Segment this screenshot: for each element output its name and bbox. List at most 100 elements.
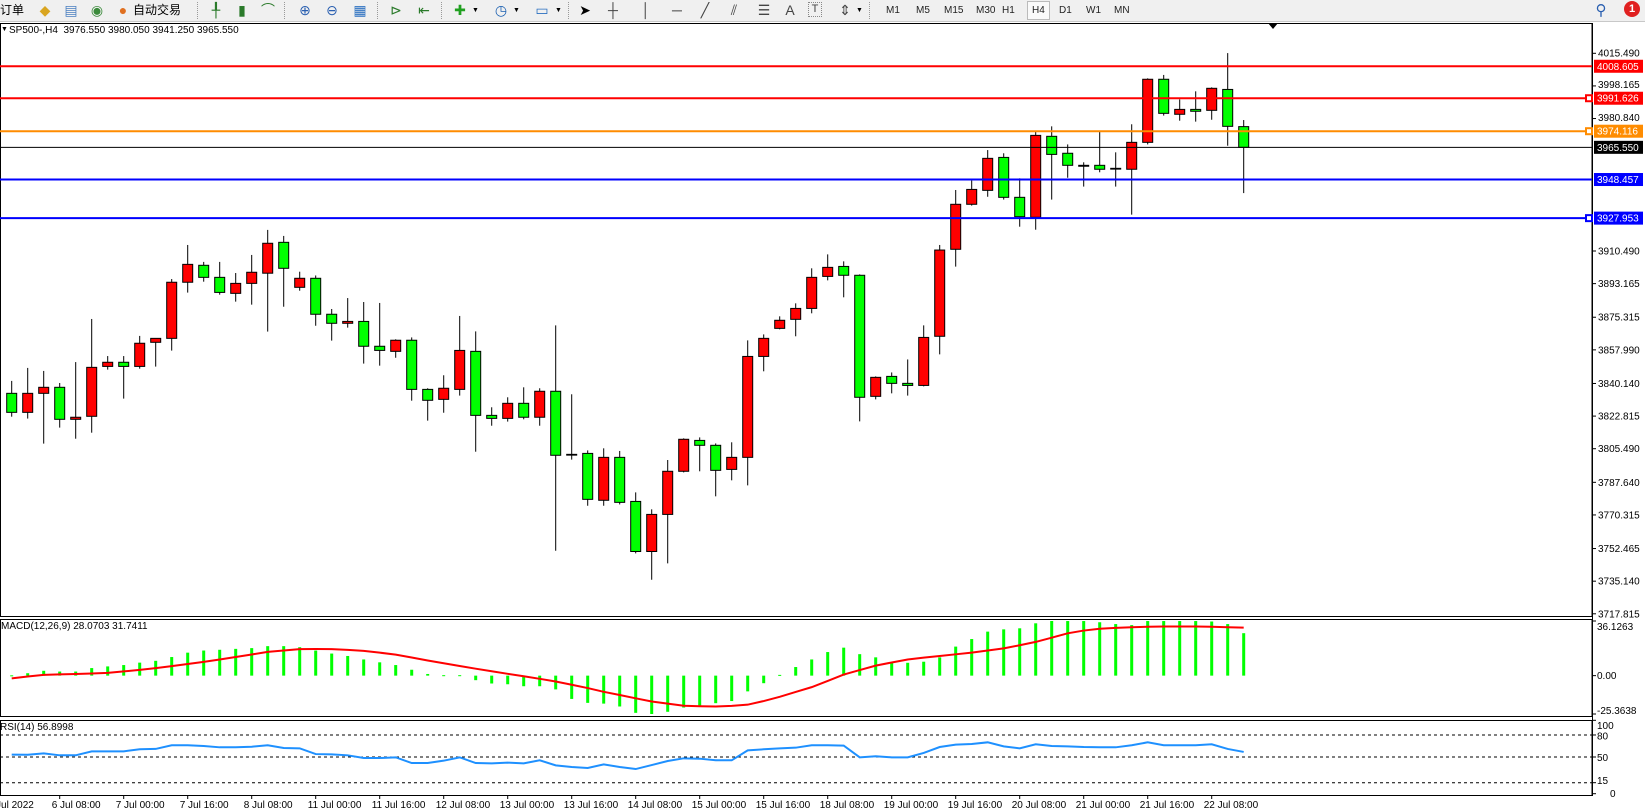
chevron-down-icon[interactable]: ▼ (555, 7, 562, 14)
candle (998, 153, 1010, 200)
bearish-candle-body (198, 264, 210, 278)
macd-histogram-bar (1082, 621, 1086, 676)
candle (742, 340, 754, 486)
macd-histogram-bar (378, 662, 382, 676)
chevron-down-icon[interactable]: ▼ (856, 7, 863, 14)
tile-windows-icon[interactable]: ▦ (353, 2, 367, 18)
crosshair-icon[interactable]: ┼ (608, 2, 618, 18)
zoom-in-icon[interactable]: ⊕ (299, 2, 311, 18)
candle (342, 298, 354, 328)
indicators-icon[interactable]: ✚ (454, 2, 466, 18)
timeframe-m1[interactable]: M1 (886, 5, 900, 16)
templates-icon[interactable]: ▭ (535, 2, 549, 18)
autotrade-button[interactable]: 自动交易 (133, 3, 182, 17)
bullish-candle-body (246, 271, 258, 284)
vertical-line-icon[interactable]: │ (641, 2, 651, 18)
bar-chart-icon[interactable]: ╀ (211, 2, 221, 18)
arrows-icon[interactable]: ⇕ (839, 2, 851, 18)
candle (406, 337, 418, 401)
macd-histogram-bar (266, 646, 270, 676)
macd-histogram-bar (122, 665, 126, 676)
candle (1014, 178, 1026, 227)
chart-menu-triangle-icon[interactable]: ▼ (1, 26, 8, 33)
timeframe-d1[interactable]: D1 (1059, 5, 1072, 16)
timeframe-h1[interactable]: H1 (1002, 5, 1015, 16)
candle (118, 356, 130, 399)
timeframe-w1[interactable]: W1 (1086, 5, 1101, 16)
macd-histogram-bar (1210, 621, 1214, 676)
chevron-down-icon[interactable]: ▼ (513, 7, 520, 14)
bearish-candle-body (118, 361, 130, 367)
candle (214, 261, 226, 295)
price-tag-bg (1594, 59, 1643, 73)
macd-histogram-bar (1034, 623, 1038, 676)
market-watch-icon[interactable]: ◆ (39, 2, 51, 18)
text-tool-icon[interactable]: A (785, 2, 795, 18)
candle (390, 339, 402, 358)
toolbar-separator (441, 2, 443, 19)
candle (886, 372, 898, 394)
timeframe-m30[interactable]: M30 (976, 5, 996, 16)
fibonacci-icon[interactable]: ☰ (757, 2, 771, 18)
candle (22, 367, 34, 419)
macd-histogram-bar (986, 631, 990, 676)
zoom-out-icon[interactable]: ⊖ (326, 2, 338, 18)
macd-histogram-bar (1146, 621, 1150, 676)
price-tick-label: 3840.140 (1598, 379, 1640, 390)
chart-shift-icon[interactable]: ⊳ (390, 2, 402, 18)
price-tag-label: 3948.457 (1597, 175, 1639, 186)
chart-symbol: SP500-,H4 (9, 25, 58, 36)
macd-histogram-bar (570, 675, 574, 699)
candle (422, 388, 434, 421)
macd-histogram-bar (1194, 621, 1198, 676)
chart-title: SP500-,H4 3976.550 3980.050 3941.250 396… (9, 25, 239, 36)
horizontal-line-icon[interactable]: ─ (672, 2, 682, 18)
macd-histogram-bar (650, 675, 654, 714)
search-icon[interactable]: ⚲ (1595, 2, 1607, 19)
macd-histogram-bar (1242, 633, 1246, 676)
timeframe-h4[interactable]: H4 (1027, 1, 1050, 20)
bearish-candle-body (566, 453, 578, 456)
candle (550, 325, 562, 551)
price-tick-label: 3998.165 (1598, 80, 1640, 91)
bullish-candle-body (182, 263, 194, 283)
bullish-candle-body (918, 336, 930, 386)
line-chart-icon[interactable]: ⌒ (261, 2, 275, 18)
bearish-candle-body (470, 350, 482, 416)
macd-histogram-bar (506, 675, 510, 685)
autoscroll-icon[interactable]: ⇤ (418, 2, 430, 18)
trendline-icon[interactable]: ╱ (700, 2, 710, 18)
bullish-candle-body (662, 470, 674, 515)
candle (6, 380, 18, 417)
bearish-candle-body (518, 402, 530, 418)
autotrade-icon[interactable]: ● (118, 2, 128, 18)
bearish-candle-body (886, 375, 898, 384)
candle (454, 315, 466, 396)
time-tick-label: 18 Jul 08:00 (820, 800, 875, 810)
macd-histogram-bar (858, 654, 862, 676)
cursor-icon[interactable]: ➤ (579, 2, 591, 18)
signals-antenna-icon[interactable]: ◉ (90, 2, 104, 18)
candle (182, 244, 194, 293)
timeframe-mn[interactable]: MN (1114, 5, 1130, 16)
new-order-button[interactable]: 订单 (0, 3, 25, 17)
candlestick-chart-icon[interactable]: ▮ (238, 2, 246, 18)
timeframe-m15[interactable]: M15 (944, 5, 964, 16)
channel-icon[interactable]: ⫽ (730, 2, 738, 18)
toolbar-separator (197, 2, 199, 19)
macd-histogram-bar (490, 675, 494, 684)
candle (326, 308, 338, 341)
candle (678, 438, 690, 473)
text-label-tool-icon[interactable]: T (808, 2, 822, 17)
macd-histogram-bar (762, 675, 766, 684)
rsi-line (11, 741, 1244, 771)
periods-clock-icon[interactable]: ◷ (494, 2, 508, 18)
chevron-down-icon[interactable]: ▼ (472, 7, 479, 14)
macd-histogram-bar (330, 653, 334, 676)
notification-badge[interactable]: 1 (1624, 1, 1640, 17)
time-tick-label: 8 Jul 08:00 (244, 800, 293, 810)
candle (1110, 152, 1122, 187)
navigator-icon[interactable]: ▤ (64, 2, 78, 18)
timeframe-m5[interactable]: M5 (916, 5, 930, 16)
